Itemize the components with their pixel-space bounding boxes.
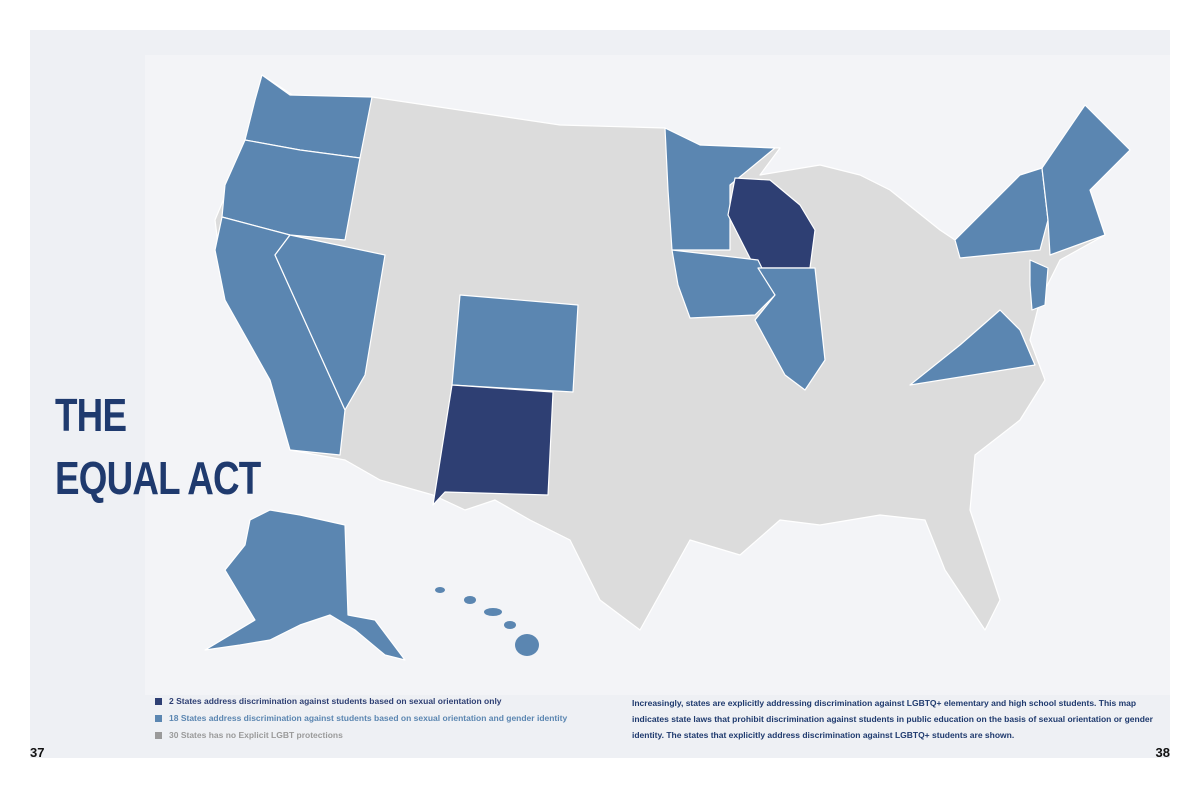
legend-item: 2 States address discrimination against … <box>155 696 502 706</box>
state-hi-island <box>504 621 516 629</box>
state-nm <box>432 384 554 506</box>
state-va <box>909 309 1036 386</box>
legend-item: 18 States address discrimination against… <box>155 713 567 723</box>
state-ny <box>954 167 1049 259</box>
state-ia <box>671 249 776 319</box>
page-number: 37 <box>30 745 45 760</box>
description: Increasingly, states are explicitly addr… <box>632 698 1153 740</box>
legend-item: 30 States has no Explicit LGBT protectio… <box>155 730 343 740</box>
state-co <box>451 294 579 393</box>
state-nv <box>274 234 386 411</box>
state-wi <box>727 177 816 269</box>
state-hi-island <box>484 608 502 616</box>
state-new-england <box>1041 104 1131 256</box>
title-line: EQUAL ACT <box>55 452 261 504</box>
state-or <box>221 139 361 241</box>
legend-text: 18 States address discrimination against… <box>169 713 568 723</box>
state-il <box>754 267 826 391</box>
legend-text: 30 States has no Explicit LGBT protectio… <box>169 730 343 740</box>
state-hi-island <box>464 596 476 604</box>
state-hi-island <box>435 587 445 593</box>
state-hi-island <box>515 634 539 656</box>
legend-text: 2 States address discrimination against … <box>169 696 502 706</box>
state-ak <box>204 509 406 661</box>
page-number: 38 <box>1155 745 1170 760</box>
title-line: THE <box>55 389 127 441</box>
state-nj <box>1029 259 1049 311</box>
